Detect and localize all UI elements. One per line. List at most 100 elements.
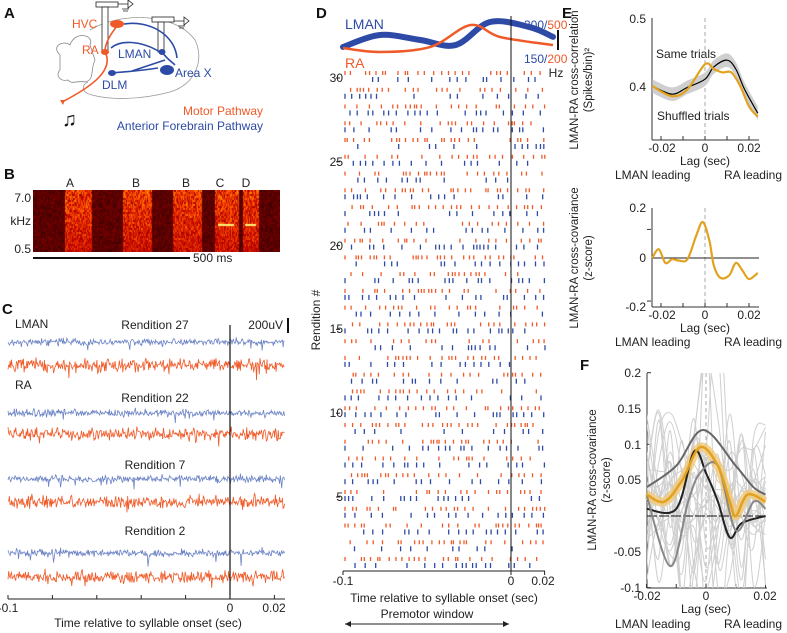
lman-nucleus: [158, 49, 166, 55]
pair-line: [647, 418, 766, 550]
x-tick-label: 0.02: [737, 308, 761, 322]
bot-ra: 200: [547, 52, 567, 66]
lman-leading-label: LMAN leading: [615, 168, 690, 182]
ra-trace-label: RA: [15, 378, 32, 392]
x-axis-label: Lag (sec): [681, 602, 731, 616]
x-tick-label: 0: [702, 141, 709, 155]
ra-leading-label: RA leading: [724, 168, 782, 182]
shuffled-trials-label: Shuffled trials: [657, 109, 730, 123]
x-tick-label: -0.1: [0, 601, 19, 615]
shuffled-trials-line: [651, 59, 759, 114]
same-trials-label: Same trials: [656, 47, 716, 61]
syllable-label: D: [242, 176, 251, 190]
rendition-title: Rendition 7: [125, 458, 186, 472]
rendition-title: Rendition 2: [125, 524, 186, 538]
y-tick-label: -0.2: [625, 300, 646, 314]
panel-d: D LMAN RA 300/500 150/200 Hz 30 25 20 15…: [309, 5, 568, 627]
y-tick-label: 0.05: [618, 473, 642, 487]
lman-trace: [7, 547, 285, 567]
motor-arrowhead: [60, 100, 65, 105]
lman-rate-curve: [340, 18, 556, 50]
x-tick-label: 0: [702, 308, 709, 322]
x-tick-label: 0.02: [753, 589, 777, 603]
panel-label-d: D: [316, 5, 327, 22]
ra-trace: [7, 357, 285, 381]
syllable-label: B: [182, 176, 190, 190]
bot-lman: 150: [524, 52, 544, 66]
y-axis-label-unit: (z-score): [583, 235, 595, 281]
ra-leading-label: RA leading: [724, 335, 782, 349]
y-tick-label: -0.1: [620, 581, 641, 595]
y-tick-label: 0.15: [618, 402, 642, 416]
x-axis-label: Lag (sec): [680, 154, 730, 168]
y-tick-label: -0.05: [614, 545, 642, 559]
lman-leading-label: LMAN leading: [615, 617, 690, 631]
lman-rate-label: LMAN: [345, 16, 384, 32]
panel-f: F LMAN-RA cross-covariance (z-score) 0.2…: [580, 228, 782, 631]
freq-unit-label: kHz: [10, 214, 31, 228]
dlm-nucleus: [108, 70, 116, 76]
x-tick-label: 0.02: [737, 141, 761, 155]
y-axis-label: Rendition #: [309, 289, 323, 350]
areax-nucleus: [160, 65, 174, 75]
lman-trace: [7, 407, 285, 424]
electrode-ra: [95, 0, 134, 53]
afp-label: Anterior Forebrain Pathway: [117, 119, 263, 133]
same-trials-line: [651, 62, 759, 118]
x-tick-label: -0.02: [633, 589, 661, 603]
ra-rate-label: RA: [345, 55, 365, 71]
cross-covariance-line: [651, 220, 759, 281]
freq-top-label: 7.0: [14, 191, 31, 205]
lman-leading-label: LMAN leading: [615, 335, 690, 349]
x-tick-label: 0: [227, 601, 234, 615]
ra-label: RA: [82, 43, 99, 57]
panel-label-c: C: [2, 301, 13, 318]
premotor-window-label: Premotor window: [381, 607, 474, 621]
x-tick-label: 0.02: [262, 601, 286, 615]
y-axis-label: LMAN-RA cross-correlation: [569, 10, 581, 149]
panel-c: C LMAN RA Rendition 27 Rendition 22 Rend…: [0, 301, 289, 630]
rate-scale-bottom: 150/200: [524, 52, 568, 66]
ra-trace: [7, 426, 285, 447]
syllable-label: C: [216, 176, 225, 190]
panel-b: B A B B C D 7.0 kHz 0.5 500 ms: [4, 166, 251, 265]
example-pair-2: [646, 449, 766, 540]
ra-trace: [7, 568, 285, 588]
ra-leading-label: RA leading: [724, 617, 782, 631]
slash: /: [544, 18, 548, 32]
lman-label: LMAN: [118, 47, 151, 61]
hz-label: Hz: [549, 66, 564, 80]
y-axis-label: LMAN-RA cross-covariance: [569, 187, 581, 328]
panel-label-a: A: [4, 5, 15, 22]
scalebar-label: 500 ms: [193, 251, 232, 265]
spectrogram: [33, 190, 280, 252]
freq-bottom-label: 0.5: [14, 242, 31, 256]
motor-pathway-arrow: [61, 25, 118, 103]
panel-a: A HVC RA LMAN Area X DLM ♫ Motor Pathway…: [4, 0, 263, 133]
areax-label: Area X: [175, 66, 212, 80]
y-tick-label: 0: [639, 251, 646, 265]
electrode-lman: [151, 16, 190, 53]
syllable-label: B: [132, 176, 140, 190]
x-tick-label: -0.02: [648, 141, 676, 155]
slash: /: [544, 52, 548, 66]
voltage-scale-label: 200uV: [248, 318, 283, 332]
pair-line: [647, 373, 766, 588]
panel-label-b: B: [4, 166, 15, 183]
y-axis-label: LMAN-RA cross-covariance: [587, 409, 599, 550]
x-axis-label: Lag (sec): [680, 321, 730, 335]
top-ra: 500: [547, 18, 567, 32]
example-pair-1: [645, 429, 767, 496]
y-axis-label-unit: (Spikes/bin)²: [583, 48, 595, 113]
pair-line: [647, 440, 766, 568]
lman-trace: [7, 473, 285, 490]
brain-outline: [56, 35, 96, 83]
panel-e: E LMAN-RA cross-correlation (Spikes/bin)…: [562, 5, 782, 349]
mean-line: [645, 445, 767, 518]
ra-rate-curve: [342, 23, 554, 54]
afp-arrows: [109, 22, 178, 74]
x-tick-label: -0.02: [648, 308, 676, 322]
y-tick-label: 0.5: [629, 12, 646, 26]
